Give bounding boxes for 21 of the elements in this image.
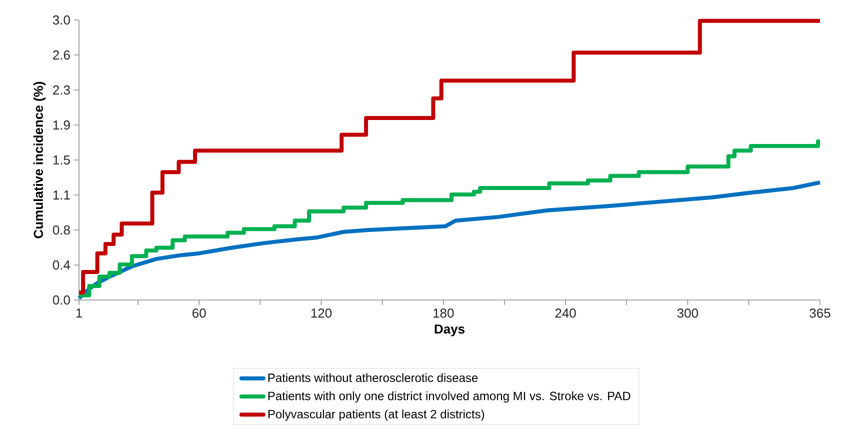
x-tick-label: 240 <box>555 308 576 318</box>
x-tick-label: 60 <box>192 308 206 318</box>
x-tick-label: 180 <box>434 308 454 318</box>
y-axis-title: Cumulative incidence (%) <box>33 82 46 238</box>
y-tick-label: 0.4 <box>52 260 70 270</box>
legend-label: Patients without atherosclerotic disease <box>268 373 478 382</box>
y-tick-label: 1.9 <box>53 120 70 130</box>
y-tick-label: 0.0 <box>52 295 70 305</box>
y-tick-label: 2.6 <box>53 50 70 60</box>
legend-label: Patients with only one district involved among MI vs. Stroke vs. PAD <box>268 391 630 403</box>
y-tick-label: 1.1 <box>53 190 70 200</box>
x-tick-label: 365 <box>810 308 830 318</box>
x-tick-label: 300 <box>677 308 698 318</box>
x-tick-label: 120 <box>311 308 332 318</box>
y-tick-label: 0.8 <box>52 225 70 235</box>
y-tick-label: 1.5 <box>53 155 70 165</box>
y-tick-label: 3.0 <box>52 15 70 25</box>
x-axis-title: Days <box>434 324 465 336</box>
legend-label: Polyvascular patients (at least 2 districts) <box>268 410 484 421</box>
x-tick-label: 1 <box>76 308 82 318</box>
y-tick-label: 2.3 <box>53 85 70 95</box>
